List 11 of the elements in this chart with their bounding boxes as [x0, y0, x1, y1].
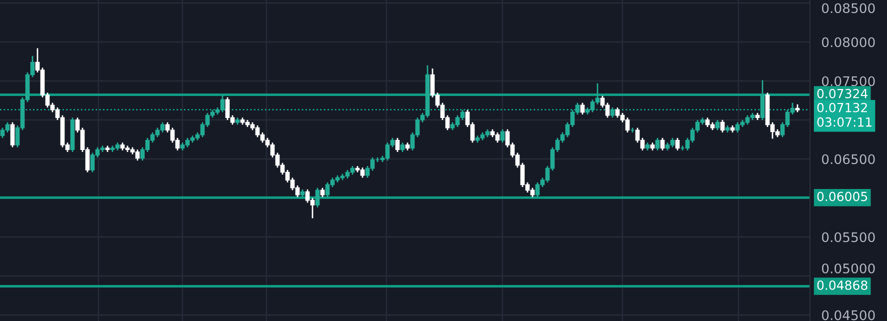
y-tick-label: 0.05000: [822, 263, 875, 274]
y-tick-label: 0.07500: [822, 76, 875, 86]
y-tick-label: 0.06500: [822, 154, 875, 164]
ref-line-label: 0.04868: [817, 280, 868, 290]
y-tick-label: 0.08000: [822, 37, 875, 48]
ref-line-label: 0.06005: [817, 192, 868, 202]
y-tick-label: 0.08500: [822, 3, 875, 14]
ref-line-label: 0.07132 03:07:11: [817, 102, 872, 127]
ref-line-label: 0.07324: [817, 88, 868, 98]
y-tick-label: 0.05500: [822, 232, 875, 242]
y-tick-label: 0.04500: [822, 310, 875, 320]
